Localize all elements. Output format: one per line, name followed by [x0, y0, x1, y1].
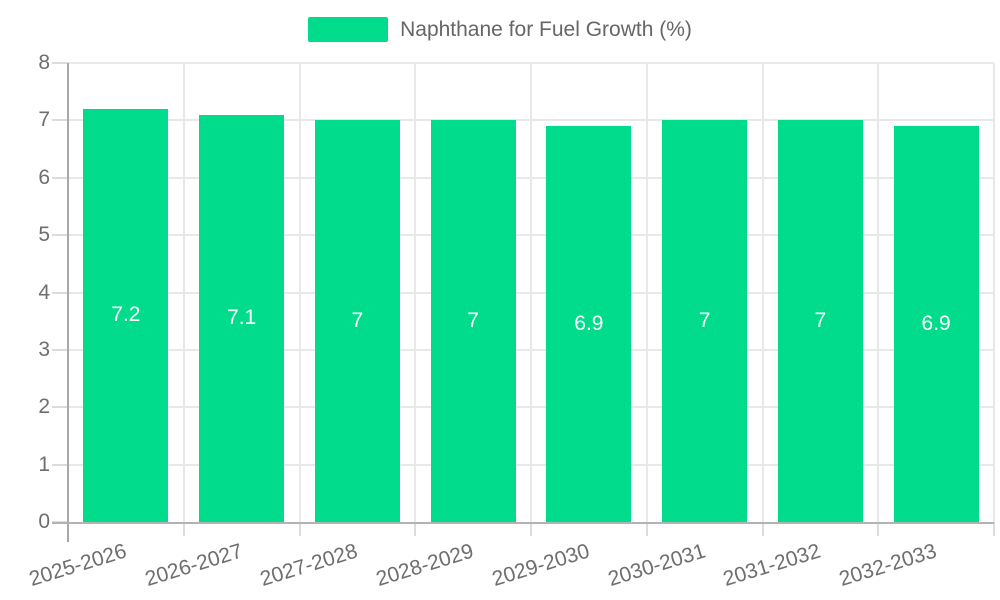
bar[interactable] [893, 126, 979, 522]
x-tick [877, 522, 880, 536]
bar[interactable] [546, 126, 632, 522]
x-gridline [298, 63, 301, 522]
bar-value-label: 6.9 [921, 312, 951, 336]
y-axis-tick-label: 7 [38, 108, 50, 132]
bar-value-label: 7 [698, 309, 711, 333]
x-tick [414, 522, 417, 536]
y-axis-tick-label: 4 [38, 280, 50, 304]
y-tick [52, 463, 68, 466]
x-gridline [182, 63, 185, 522]
bar-value-label: 7 [467, 309, 479, 333]
legend-swatch [308, 17, 389, 42]
x-axis-line [52, 522, 994, 524]
bar[interactable] [662, 120, 748, 522]
x-gridline [761, 63, 764, 522]
bar[interactable] [83, 108, 169, 522]
bar-value-label: 6.9 [574, 312, 604, 336]
x-tick [298, 522, 301, 536]
bar-value-label: 7 [351, 309, 364, 333]
y-tick [52, 291, 68, 294]
y-axis-line [67, 63, 69, 542]
y-tick [52, 234, 68, 237]
bar-value-label: 7 [814, 309, 827, 333]
y-axis-tick-label: 6 [38, 165, 50, 189]
bar-value-label: 7.2 [111, 303, 141, 327]
y-axis-tick-label: 0 [38, 510, 50, 533]
x-gridline [993, 63, 995, 522]
x-gridline [645, 63, 648, 522]
y-axis-tick-label: 3 [38, 337, 50, 361]
bar[interactable] [314, 120, 400, 522]
y-tick [52, 176, 68, 179]
y-axis-tick-label: 5 [38, 223, 50, 247]
x-gridline [414, 63, 417, 522]
bar-value-label: 7.1 [227, 306, 257, 330]
x-tick [530, 522, 532, 536]
x-gridline [530, 63, 532, 522]
legend-label: Naphthane for Fuel Growth (%) [400, 18, 692, 41]
legend[interactable]: Naphthane for Fuel Growth (%) [0, 17, 1000, 42]
x-tick [645, 522, 648, 536]
bar[interactable] [199, 114, 285, 522]
x-tick [761, 522, 764, 536]
x-gridline [877, 63, 880, 522]
y-axis-tick-label: 8 [38, 51, 50, 74]
x-tick [993, 522, 995, 536]
y-tick [52, 406, 68, 409]
y-tick [52, 119, 68, 122]
x-tick [182, 522, 185, 536]
bar[interactable] [430, 120, 516, 522]
y-tick [52, 62, 68, 64]
y-tick [52, 348, 68, 351]
y-axis-tick-label: 1 [38, 452, 50, 476]
y-axis-tick-label: 2 [38, 395, 50, 419]
bar[interactable] [777, 120, 863, 522]
